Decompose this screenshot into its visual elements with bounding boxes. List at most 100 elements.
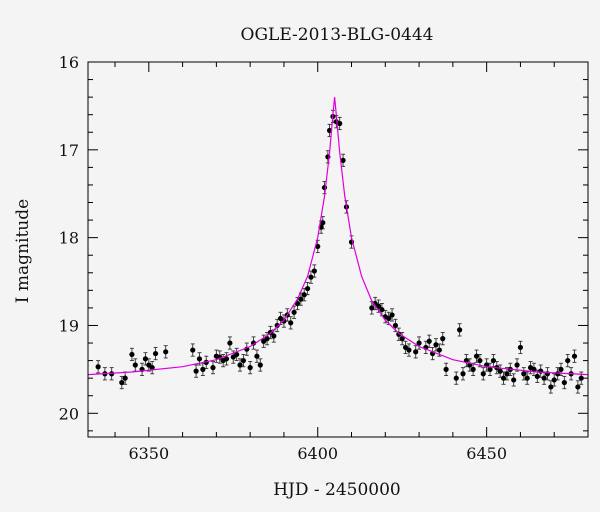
data-point	[288, 320, 294, 326]
data-point	[531, 366, 537, 372]
data-point	[271, 333, 277, 339]
data-point	[497, 368, 503, 374]
data-point	[514, 362, 520, 368]
data-point	[392, 322, 399, 329]
plot-frame	[87, 61, 589, 438]
x-tick-label: 6450	[466, 444, 507, 463]
y-tick-label: 19	[59, 316, 79, 335]
y-axis-label-text: I magnitude	[13, 199, 33, 303]
data-point	[433, 342, 439, 348]
data-point	[210, 365, 216, 371]
data-point	[561, 379, 567, 386]
chart-title: OGLE-2013-BLG-0444	[241, 25, 434, 45]
data-point	[149, 365, 155, 371]
data-point	[190, 347, 196, 353]
data-point	[571, 353, 578, 359]
data-point	[196, 356, 203, 362]
data-point	[477, 357, 483, 364]
data-point	[122, 375, 128, 381]
x-axis-label: HJD - 2450000	[273, 480, 401, 500]
data-point	[379, 307, 385, 313]
y-tick-label: 20	[59, 404, 79, 423]
data-point	[457, 327, 463, 333]
data-point	[389, 312, 395, 318]
y-tick-label: 18	[59, 229, 79, 248]
data-point	[152, 350, 159, 357]
data-point	[504, 371, 510, 377]
data-point	[237, 362, 243, 368]
data-point	[575, 384, 581, 390]
data-point	[426, 338, 432, 344]
data-point	[227, 340, 233, 346]
data-point	[453, 375, 459, 381]
data-point	[281, 318, 287, 324]
data-point	[129, 351, 135, 358]
data-point	[413, 349, 419, 355]
data-point	[95, 364, 101, 370]
data-point	[234, 351, 240, 358]
data-point	[565, 357, 571, 364]
data-point	[301, 292, 307, 298]
data-point	[308, 274, 314, 280]
y-tick-label: 17	[59, 141, 79, 160]
data-point	[315, 243, 321, 250]
data-point	[369, 305, 375, 311]
data-point	[247, 365, 253, 371]
data-point	[320, 220, 326, 226]
data-point	[440, 336, 446, 342]
data-point	[119, 379, 125, 386]
data-point	[340, 157, 346, 163]
data-point	[298, 296, 304, 302]
data-point	[460, 371, 466, 377]
data-point	[534, 373, 540, 380]
data-point	[521, 371, 527, 377]
data-point	[274, 322, 280, 329]
data-point	[436, 347, 442, 353]
data-point	[193, 368, 199, 374]
data-point	[406, 347, 412, 353]
data-point	[337, 120, 343, 127]
data-point	[311, 268, 317, 274]
data-point	[473, 353, 480, 359]
data-point	[480, 371, 486, 377]
data-point	[490, 357, 497, 364]
axis-ticks: 6350 6400 6450 16 17 18 19 20	[59, 53, 589, 463]
data-point	[517, 344, 524, 351]
data-point	[142, 356, 149, 362]
data-point	[304, 285, 311, 292]
data-point	[264, 336, 270, 342]
data-point	[443, 366, 449, 372]
data-point	[386, 315, 392, 322]
data-point	[250, 340, 257, 346]
data-point	[291, 309, 297, 315]
y-axis-label: I magnitude	[13, 199, 33, 303]
data-point	[500, 375, 507, 381]
data-point	[551, 377, 557, 383]
data-point	[200, 366, 206, 372]
data-point	[132, 362, 138, 368]
data-point	[578, 375, 584, 381]
data-point	[470, 366, 476, 372]
data-point	[240, 357, 247, 364]
data-point	[548, 384, 554, 390]
data-point	[254, 353, 260, 359]
data-point	[223, 356, 230, 362]
y-tick-label: 16	[59, 53, 79, 72]
model-curve	[87, 97, 589, 376]
data-point	[399, 336, 405, 342]
data-point	[416, 340, 422, 346]
data-point	[524, 375, 530, 381]
data-point	[163, 349, 169, 355]
x-tick-label: 6350	[128, 444, 169, 463]
data-point	[511, 377, 517, 383]
data-point	[375, 303, 382, 309]
data-point	[558, 366, 564, 372]
data-point	[538, 368, 544, 374]
data-point	[554, 371, 561, 377]
data-point	[541, 375, 547, 381]
data-point	[257, 362, 263, 368]
data-point	[487, 366, 493, 372]
x-tick-label: 6400	[297, 444, 338, 463]
